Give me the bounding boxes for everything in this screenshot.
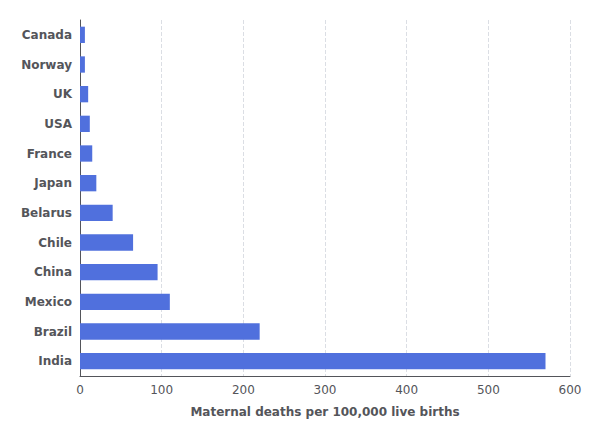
svg-text:Norway: Norway bbox=[21, 58, 72, 72]
svg-text:Maternal deaths per 100,000 li: Maternal deaths per 100,000 live births bbox=[190, 405, 459, 419]
svg-text:Chile: Chile bbox=[38, 236, 72, 250]
svg-text:China: China bbox=[34, 265, 72, 279]
svg-text:Canada: Canada bbox=[22, 28, 72, 42]
svg-text:600: 600 bbox=[559, 383, 582, 397]
svg-text:Mexico: Mexico bbox=[25, 295, 72, 309]
svg-text:France: France bbox=[27, 147, 72, 161]
svg-text:0: 0 bbox=[76, 383, 84, 397]
svg-text:Brazil: Brazil bbox=[34, 325, 72, 339]
svg-text:100: 100 bbox=[150, 383, 173, 397]
svg-text:300: 300 bbox=[314, 383, 337, 397]
svg-text:India: India bbox=[38, 354, 72, 368]
svg-text:Belarus: Belarus bbox=[21, 206, 72, 220]
svg-text:USA: USA bbox=[44, 117, 72, 131]
svg-text:UK: UK bbox=[53, 87, 73, 101]
svg-text:200: 200 bbox=[232, 383, 255, 397]
svg-text:Japan: Japan bbox=[33, 176, 72, 190]
svg-text:500: 500 bbox=[477, 383, 500, 397]
svg-text:400: 400 bbox=[395, 383, 418, 397]
